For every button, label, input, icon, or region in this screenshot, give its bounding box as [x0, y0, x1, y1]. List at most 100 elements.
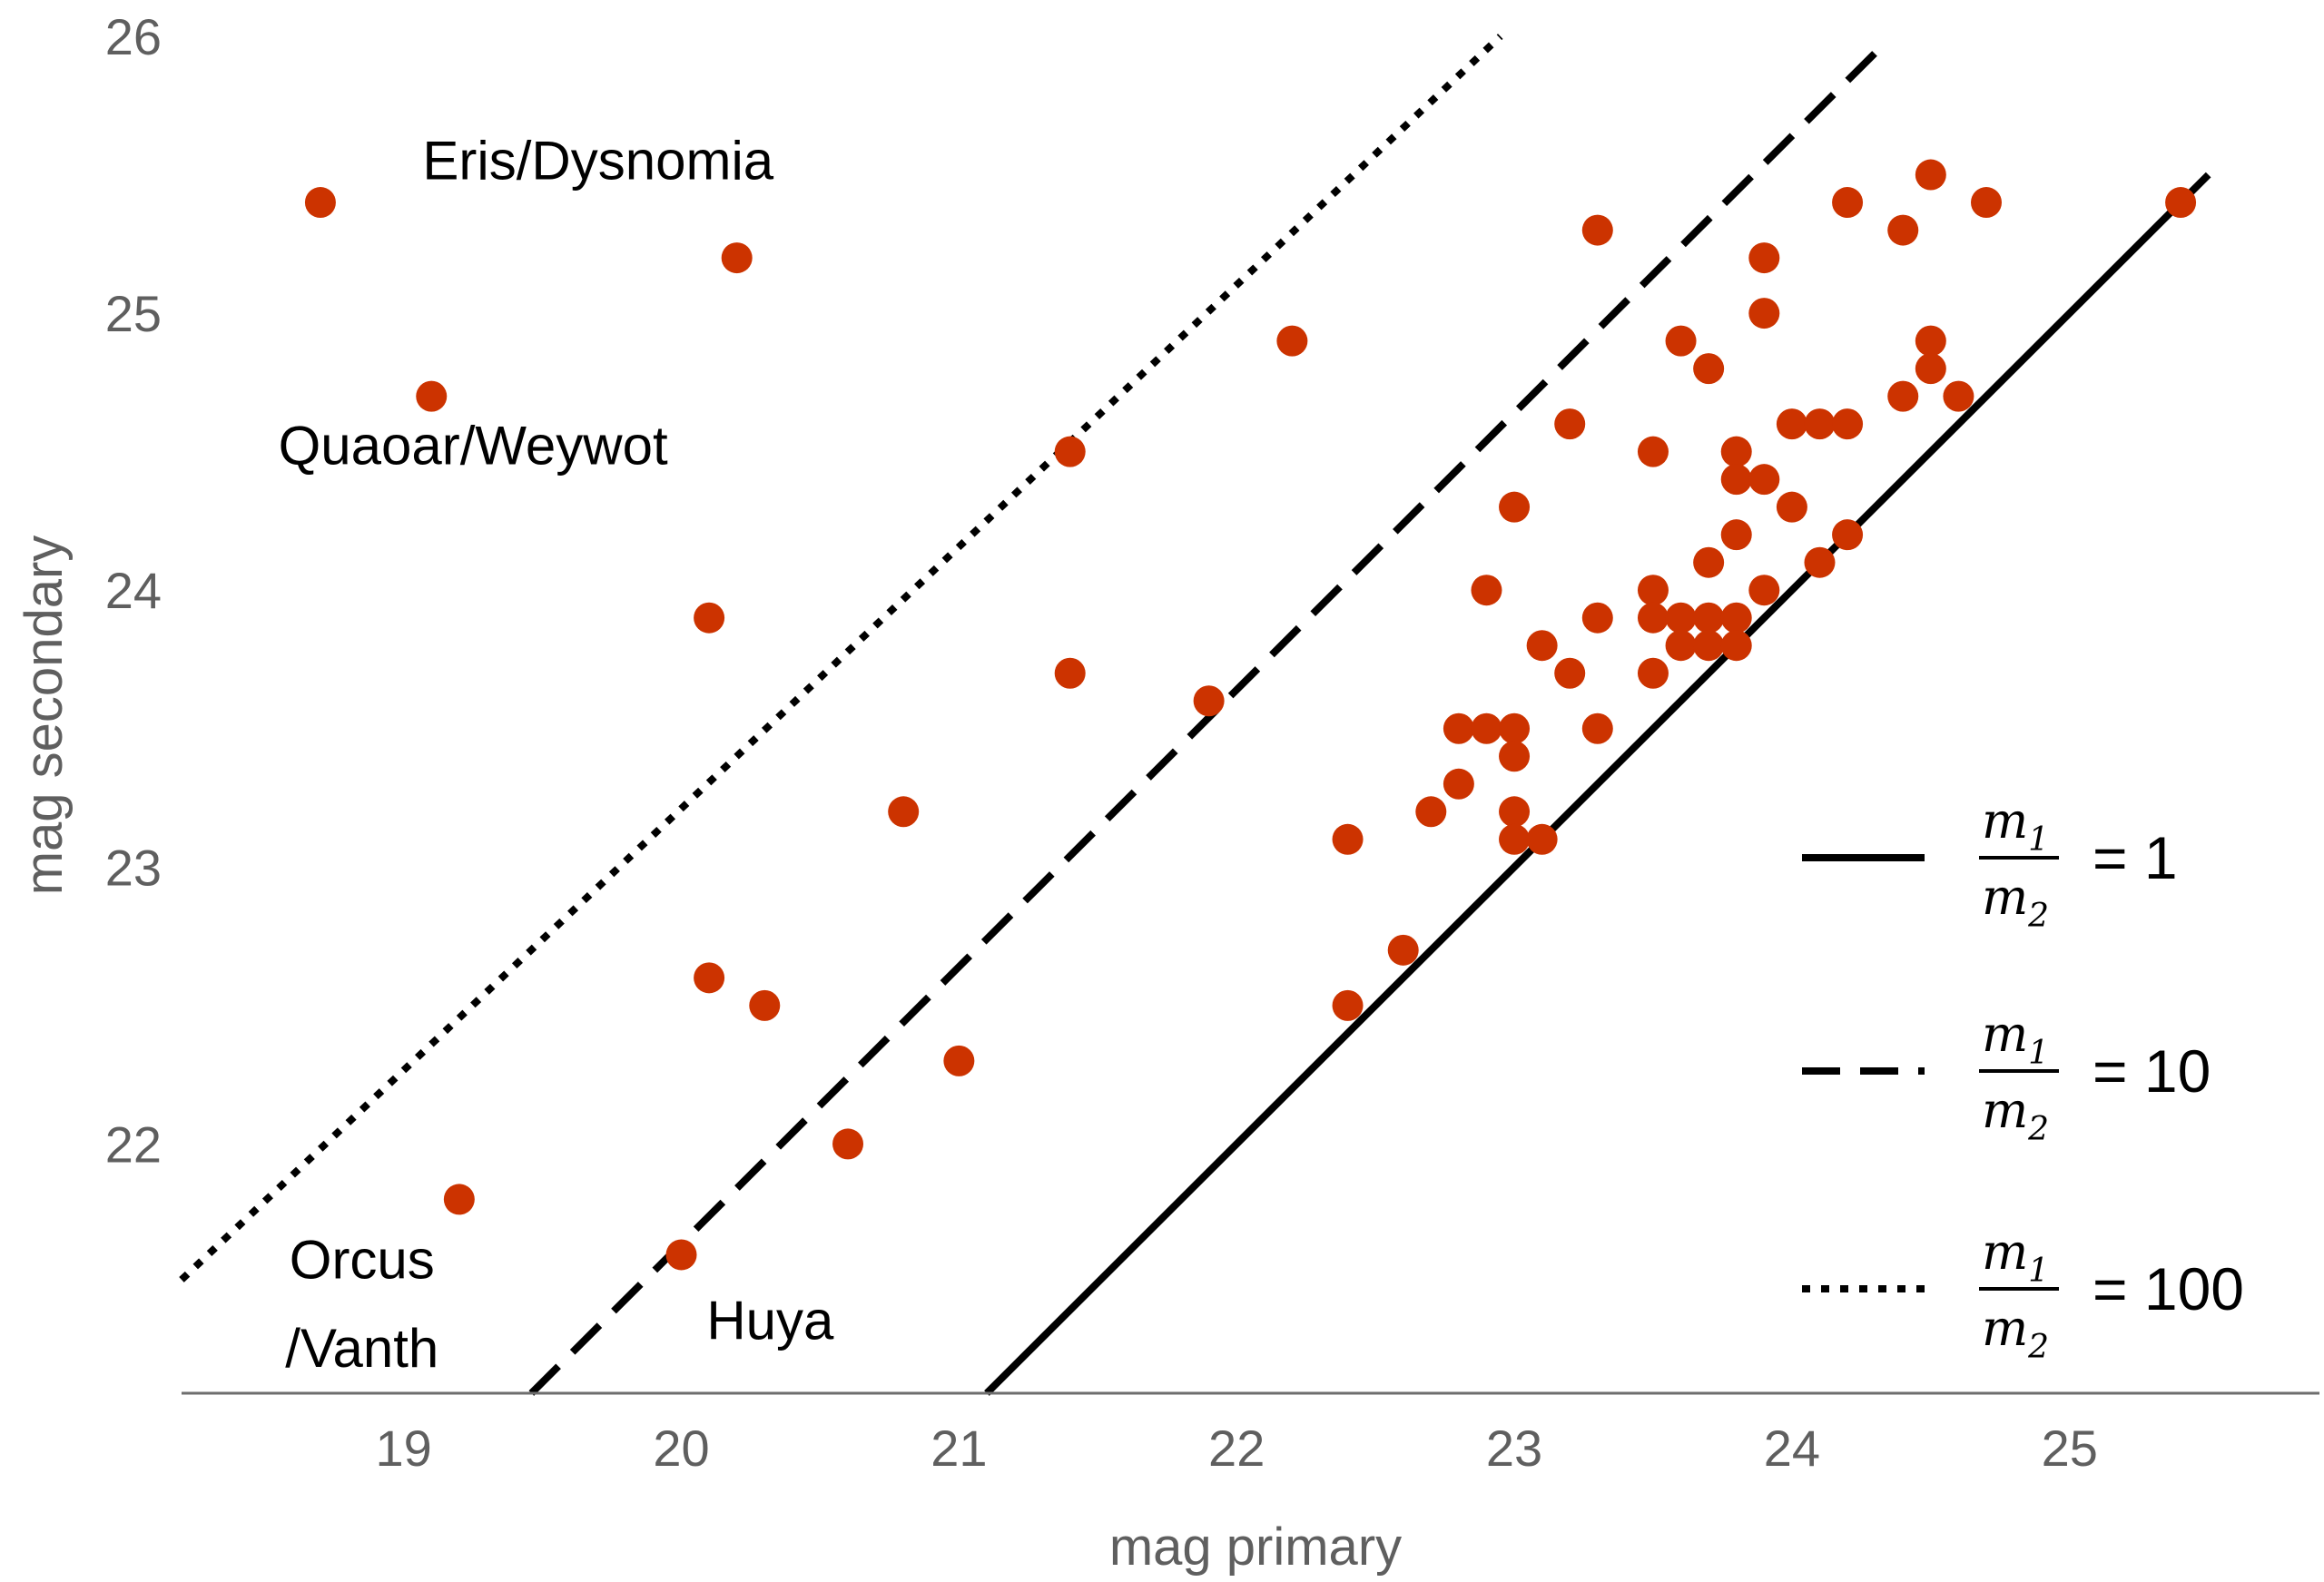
- ratio-line-1: [984, 172, 2211, 1396]
- data-point: [1526, 823, 1558, 855]
- data-point: [1554, 408, 1586, 440]
- x-tick-label: 23: [1486, 1420, 1542, 1477]
- legend-denominator: m2: [1982, 869, 2049, 935]
- data-point: [1581, 214, 1613, 246]
- data-point: [1499, 796, 1531, 828]
- data-point: [1693, 602, 1725, 634]
- data-point: [1665, 325, 1697, 357]
- data-point: [1499, 491, 1531, 523]
- data-point: [1499, 823, 1531, 855]
- data-point: [1637, 602, 1669, 634]
- x-tick-labels: 19 20 21 22 23 24 25: [376, 1420, 2098, 1477]
- y-tick-label: 25: [105, 285, 162, 342]
- data-point: [1637, 657, 1669, 689]
- data-point: [1887, 214, 1919, 246]
- data-point: [443, 1184, 475, 1215]
- data-point: [1832, 187, 1864, 219]
- data-point: [1915, 325, 1946, 357]
- y-tick-label: 24: [105, 562, 162, 619]
- object-label: Orcus: [290, 1230, 435, 1291]
- x-tick-label: 25: [2042, 1420, 2098, 1477]
- x-tick-label: 21: [931, 1420, 987, 1477]
- data-point: [1471, 575, 1502, 606]
- data-point: [694, 602, 725, 634]
- data-point: [1526, 630, 1558, 662]
- data-point: [1776, 408, 1807, 440]
- legend-value: = 1: [2093, 824, 2178, 891]
- data-point: [1665, 630, 1697, 662]
- data-point: [1443, 768, 1474, 800]
- data-point: [304, 187, 336, 219]
- x-tick-label: 24: [1764, 1420, 1820, 1477]
- data-point: [1748, 575, 1780, 606]
- data-point: [1748, 298, 1780, 329]
- ratio-line-100: [179, 34, 1503, 1282]
- object-label: /Vanth: [285, 1318, 438, 1379]
- data-point: [665, 1239, 697, 1271]
- data-point: [1776, 491, 1807, 523]
- data-point: [1665, 602, 1697, 634]
- data-point: [1554, 657, 1586, 689]
- data-point: [749, 989, 781, 1021]
- data-point: [1748, 242, 1780, 274]
- data-point: [1332, 823, 1364, 855]
- x-tick-label: 20: [653, 1420, 709, 1477]
- data-point: [1581, 712, 1613, 744]
- data-point: [1499, 741, 1531, 772]
- legend-numerator: m1: [1982, 792, 2049, 859]
- x-tick-label: 19: [376, 1420, 432, 1477]
- legend-numerator: m1: [1982, 1223, 2049, 1290]
- data-point: [1970, 187, 2002, 219]
- legend-value: = 10: [2093, 1037, 2211, 1105]
- legend-value: = 100: [2093, 1255, 2244, 1322]
- data-point: [1915, 353, 1946, 385]
- data-point: [1276, 325, 1308, 357]
- data-point: [1471, 712, 1502, 744]
- y-tick-label: 22: [105, 1115, 162, 1173]
- data-point: [1637, 436, 1669, 467]
- data-point: [1054, 436, 1086, 467]
- data-point: [1054, 657, 1086, 689]
- y-axis-title: mag secondary: [15, 536, 74, 896]
- data-point: [1720, 519, 1752, 551]
- data-point: [1720, 602, 1752, 634]
- mass-ratio-lines: [179, 34, 2211, 1396]
- object-annotations: Eris/Dysnomia Quaoar/Weywot Orcus/Vanth Huy…: [279, 130, 834, 1379]
- data-points: [304, 159, 2197, 1271]
- data-point: [1637, 575, 1669, 606]
- data-point: [1193, 685, 1225, 717]
- data-point: [1332, 989, 1364, 1021]
- data-point: [1720, 630, 1752, 662]
- data-point: [832, 1128, 864, 1160]
- data-point: [1693, 546, 1725, 578]
- data-point: [1581, 602, 1613, 634]
- data-point: [2165, 187, 2197, 219]
- data-point: [1804, 546, 1836, 578]
- data-point: [1415, 796, 1447, 828]
- data-point: [1387, 934, 1419, 966]
- object-label: Eris/Dysnomia: [422, 130, 773, 191]
- data-point: [1915, 159, 1946, 191]
- x-axis-title: mag primary: [1109, 1518, 1402, 1577]
- data-point: [1720, 436, 1752, 467]
- legend: m1 m2 = 1 m1 m2 = 10 m1 m2 = 100: [1802, 792, 2244, 1366]
- data-point: [721, 242, 753, 274]
- y-tick-label: 26: [105, 8, 162, 65]
- data-point: [1832, 519, 1864, 551]
- legend-denominator: m2: [1982, 1082, 2049, 1148]
- object-label: Huya: [706, 1291, 834, 1351]
- ratio-line-10: [528, 39, 1889, 1396]
- data-point: [1693, 630, 1725, 662]
- data-point: [1443, 712, 1474, 744]
- data-point: [416, 380, 448, 412]
- legend-entry-3: m1 m2 = 100: [1802, 1223, 2244, 1366]
- data-point: [1499, 712, 1531, 744]
- legend-numerator: m1: [1982, 1006, 2049, 1072]
- data-point: [943, 1045, 975, 1076]
- legend-entry-2: m1 m2 = 10: [1802, 1006, 2211, 1148]
- legend-denominator: m2: [1982, 1300, 2049, 1366]
- y-tick-label: 23: [105, 839, 162, 896]
- data-point: [1720, 464, 1752, 496]
- data-point: [888, 796, 920, 828]
